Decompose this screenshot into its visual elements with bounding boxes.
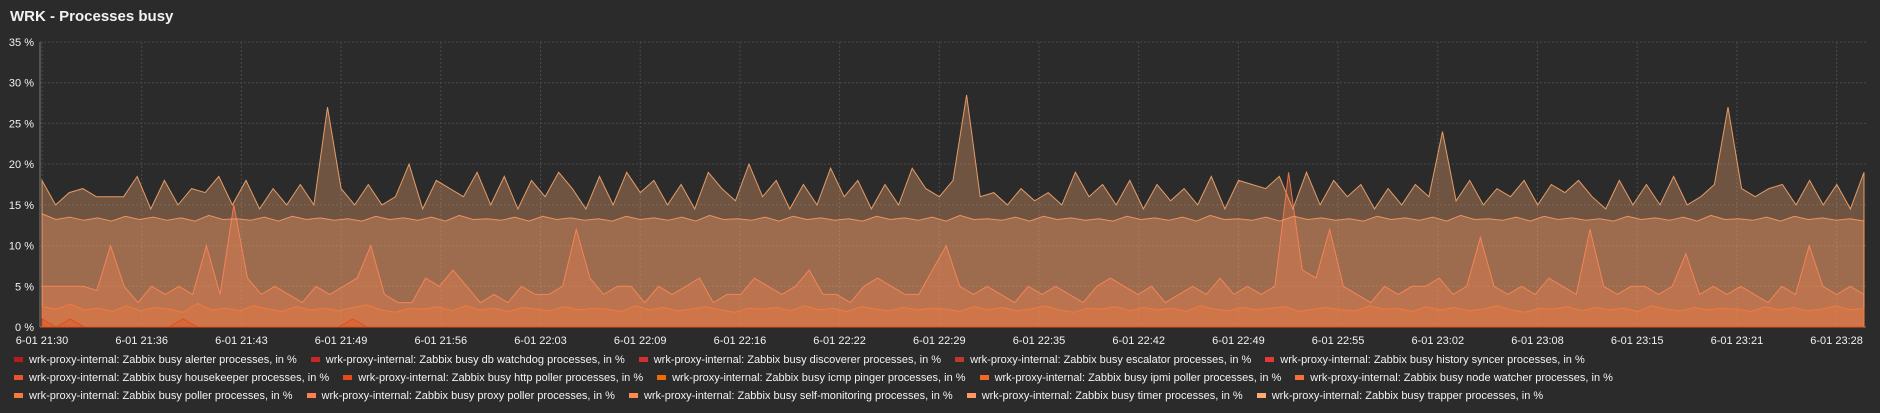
x-tick-label: 6-01 22:35 (1013, 335, 1066, 345)
legend-item[interactable]: wrk-proxy-internal: Zabbix busy discover… (638, 351, 942, 369)
series-area (41, 213, 1865, 328)
legend-row: wrk-proxy-internal: Zabbix busy alerter … (14, 351, 1874, 369)
x-tick-label: 6-01 22:22 (813, 335, 866, 345)
legend-label: wrk-proxy-internal: Zabbix busy history … (1280, 354, 1585, 366)
legend-row: wrk-proxy-internal: Zabbix busy housekee… (14, 369, 1874, 387)
legend-label: wrk-proxy-internal: Zabbix busy housekee… (29, 372, 330, 384)
legend-swatch (1265, 356, 1275, 362)
y-tick-label: 30 % (9, 78, 34, 90)
x-tick-label: 6-01 23:21 (1711, 335, 1764, 345)
legend-label: wrk-proxy-internal: Zabbix busy ipmi pol… (994, 372, 1282, 384)
legend-item[interactable]: wrk-proxy-internal: Zabbix busy node wat… (1295, 369, 1613, 387)
series-area (41, 318, 1864, 328)
x-tick-label: 6-01 23:08 (1511, 335, 1564, 345)
legend-swatch (14, 392, 23, 398)
x-tick-label: 6-01 23:02 (1411, 335, 1464, 345)
legend-label: wrk-proxy-internal: Zabbix busy escalato… (970, 354, 1252, 366)
x-tick-label: 6-01 23:15 (1611, 335, 1664, 345)
series-area (41, 302, 1865, 328)
x-tick-label: 6-01 22:29 (913, 335, 966, 345)
legend-swatch (310, 356, 320, 362)
legend-label: wrk-proxy-internal: Zabbix busy alerter … (29, 354, 297, 366)
legend-item[interactable]: wrk-proxy-internal: Zabbix busy poller p… (14, 387, 293, 405)
legend-label: wrk-proxy-internal: Zabbix busy db watch… (325, 354, 625, 366)
legend-item[interactable]: wrk-proxy-internal: Zabbix busy proxy po… (306, 387, 615, 405)
legend-item[interactable]: wrk-proxy-internal: Zabbix busy alerter … (14, 351, 297, 369)
legend-label: wrk-proxy-internal: Zabbix busy timer pr… (981, 390, 1243, 402)
x-tick-label: 6-01 21:30 (16, 335, 69, 345)
legend-item[interactable]: wrk-proxy-internal: Zabbix busy ipmi pol… (979, 369, 1282, 387)
legend-label: wrk-proxy-internal: Zabbix busy self-mon… (643, 390, 953, 402)
x-tick-label: 6-01 23:28 (1810, 335, 1863, 345)
y-tick-label: 20 % (9, 159, 34, 171)
legend-item[interactable]: wrk-proxy-internal: Zabbix busy db watch… (310, 351, 625, 369)
x-tick-label: 6-01 22:09 (614, 335, 667, 345)
legend-swatch (657, 374, 667, 380)
legend-item[interactable]: wrk-proxy-internal: Zabbix busy timer pr… (966, 387, 1243, 405)
x-tick-label: 6-01 22:16 (714, 335, 767, 345)
x-tick-label: 6-01 21:36 (115, 335, 168, 345)
legend-swatch (343, 374, 353, 380)
legend-swatch (14, 374, 23, 380)
y-tick-label: 0 % (15, 322, 34, 334)
legend-swatch (966, 392, 976, 398)
legend-swatch (1256, 392, 1266, 398)
legend-label: wrk-proxy-internal: Zabbix busy node wat… (1310, 372, 1613, 384)
plot-area (40, 42, 1866, 327)
legend-swatch (979, 374, 989, 380)
x-tick-label: 6-01 21:56 (414, 335, 467, 345)
series-area (41, 94, 1865, 328)
legend-label: wrk-proxy-internal: Zabbix busy trapper … (1271, 390, 1544, 402)
legend-label: wrk-proxy-internal: Zabbix busy http pol… (358, 372, 644, 384)
legend-swatch (628, 392, 638, 398)
chart-legend: wrk-proxy-internal: Zabbix busy alerter … (14, 351, 1874, 405)
x-tick-label: 6-01 22:49 (1212, 335, 1265, 345)
legend-label: wrk-proxy-internal: Zabbix busy icmp pin… (672, 372, 966, 384)
legend-item[interactable]: wrk-proxy-internal: Zabbix busy housekee… (14, 369, 329, 387)
legend-swatch (638, 356, 648, 362)
processes-busy-chart[interactable]: 0 % 5 % 10 % 15 % 20 % 25 % 30 % 35 % 6-01 21:30… (0, 0, 1880, 345)
legend-swatch (14, 356, 23, 362)
legend-label: wrk-proxy-internal: Zabbix busy poller p… (29, 390, 293, 402)
legend-item[interactable]: wrk-proxy-internal: Zabbix busy escalato… (955, 351, 1251, 369)
legend-swatch (306, 392, 316, 398)
legend-item[interactable]: wrk-proxy-internal: Zabbix busy http pol… (343, 369, 643, 387)
legend-swatch (1295, 374, 1305, 380)
y-tick-label: 35 % (9, 37, 34, 49)
widget-title: WRK - Processes busy (10, 8, 174, 25)
x-tick-label: 6-01 22:42 (1112, 335, 1165, 345)
legend-item[interactable]: wrk-proxy-internal: Zabbix busy self-mon… (628, 387, 953, 405)
x-tick-label: 6-01 21:43 (215, 335, 268, 345)
series-area (41, 172, 1865, 328)
y-tick-label: 5 % (15, 281, 34, 293)
y-tick-label: 25 % (9, 118, 34, 130)
legend-label: wrk-proxy-internal: Zabbix busy proxy po… (321, 390, 615, 402)
x-tick-label: 6-01 21:49 (315, 335, 368, 345)
x-tick-label: 6-01 22:03 (514, 335, 567, 345)
legend-row: wrk-proxy-internal: Zabbix busy poller p… (14, 387, 1874, 405)
legend-item[interactable]: wrk-proxy-internal: Zabbix busy icmp pin… (657, 369, 966, 387)
legend-item[interactable]: wrk-proxy-internal: Zabbix busy trapper … (1256, 387, 1544, 405)
x-tick-label: 6-01 22:55 (1312, 335, 1365, 345)
legend-label: wrk-proxy-internal: Zabbix busy discover… (653, 354, 942, 366)
y-tick-label: 10 % (9, 241, 34, 253)
legend-item[interactable]: wrk-proxy-internal: Zabbix busy history … (1265, 351, 1585, 369)
legend-swatch (955, 356, 965, 362)
y-tick-label: 15 % (9, 200, 34, 212)
